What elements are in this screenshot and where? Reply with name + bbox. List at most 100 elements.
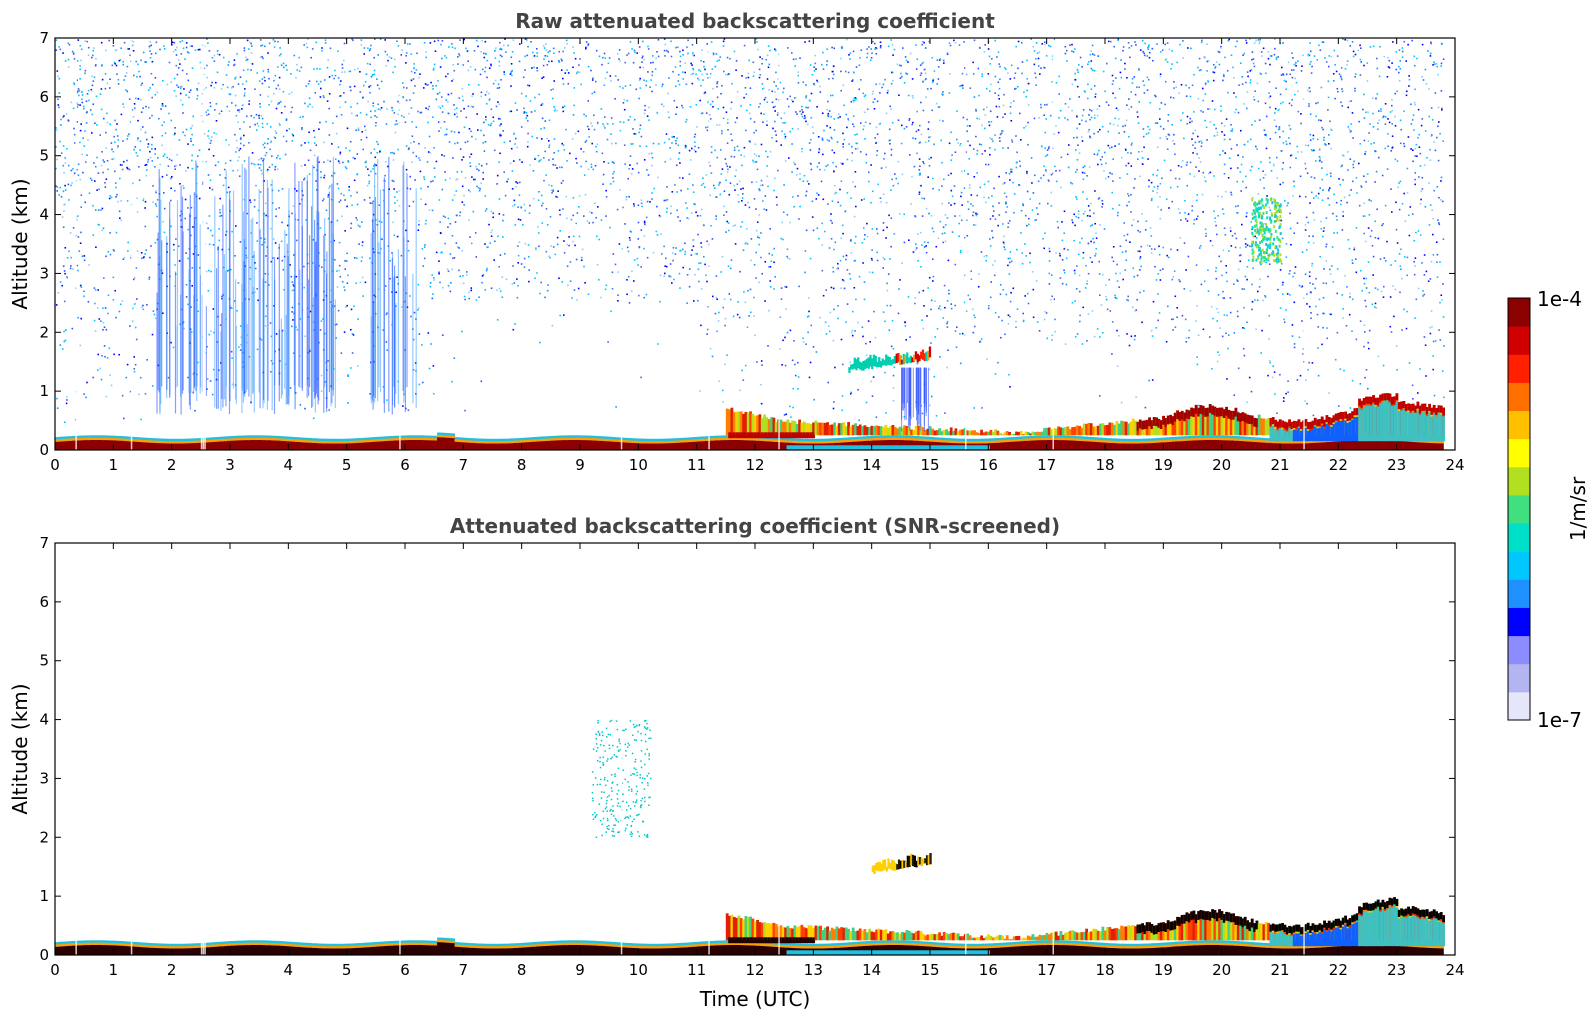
noise-pixel: [162, 105, 164, 107]
noise-pixel: [375, 122, 377, 124]
noise-pixel: [1101, 206, 1103, 208]
noise-pixel: [699, 390, 701, 392]
noise-pixel: [1365, 369, 1368, 371]
noise-pixel: [1186, 161, 1188, 164]
noise-pixel: [718, 59, 720, 61]
noise-pixel: [1019, 165, 1022, 167]
noise-pixel: [752, 75, 755, 77]
noise-pixel: [353, 85, 356, 88]
noise-pixel: [175, 164, 177, 167]
noise-pixel: [1129, 241, 1131, 243]
noise-pixel: [1021, 72, 1023, 75]
noise-pixel: [1038, 202, 1041, 205]
noise-pixel: [368, 257, 371, 260]
noise-pixel: [1185, 341, 1188, 343]
noise-pixel: [807, 106, 809, 109]
noise-pixel: [727, 118, 729, 121]
noise-pixel: [372, 74, 374, 76]
noise-pixel: [766, 156, 769, 158]
noise-pixel: [655, 84, 657, 86]
noise-pixel: [858, 64, 861, 67]
noise-pixel: [1330, 147, 1333, 150]
noise-pixel: [934, 300, 936, 302]
noise-pixel: [313, 166, 315, 169]
noise-pixel: [1338, 178, 1340, 180]
noise-pixel: [638, 294, 640, 297]
noise-pixel: [116, 73, 118, 75]
noise-pixel: [1228, 38, 1230, 41]
noise-pixel: [691, 64, 693, 66]
noise-pixel: [1058, 169, 1061, 172]
noise-pixel: [1181, 314, 1184, 317]
noise-pixel: [608, 57, 611, 59]
noise-pixel: [923, 246, 926, 248]
noise-pixel: [173, 249, 175, 251]
noise-pixel: [1003, 242, 1005, 245]
noise-pixel: [394, 210, 397, 212]
noise-pixel: [110, 384, 113, 387]
noise-pixel: [712, 52, 715, 54]
noise-pixel: [66, 257, 69, 259]
noise-pixel: [258, 117, 260, 119]
noise-pixel: [1000, 132, 1003, 135]
noise-pixel: [499, 124, 501, 127]
noise-pixel: [476, 168, 478, 170]
noise-pixel: [260, 237, 262, 239]
noise-pixel: [816, 79, 818, 82]
noise-pixel: [1013, 77, 1016, 79]
noise-pixel: [605, 196, 608, 198]
noise-pixel: [120, 47, 122, 49]
noise-pixel: [1441, 109, 1443, 111]
noise-pixel: [784, 122, 787, 124]
noise-pixel: [1199, 140, 1202, 142]
noise-pixel: [55, 127, 57, 129]
noise-pixel: [92, 80, 95, 82]
noise-pixel: [1363, 202, 1365, 205]
noise-pixel: [1147, 125, 1149, 128]
noise-pixel: [696, 126, 698, 128]
noise-pixel: [115, 64, 118, 67]
noise-pixel: [475, 299, 478, 301]
noise-pixel: [554, 164, 557, 166]
noise-pixel: [1162, 268, 1164, 270]
noise-pixel: [205, 270, 208, 273]
noise-pixel: [520, 263, 523, 265]
noise-pixel: [1414, 178, 1416, 181]
noise-pixel: [617, 271, 619, 273]
noise-pixel: [1417, 287, 1420, 290]
noise-pixel: [534, 277, 536, 280]
noise-pixel: [1025, 125, 1027, 128]
noise-pixel: [1282, 130, 1284, 133]
noise-pixel: [814, 62, 817, 65]
noise-pixel: [879, 92, 881, 94]
noise-pixel: [142, 199, 145, 202]
noise-pixel: [1388, 59, 1391, 62]
noise-pixel: [1077, 144, 1079, 146]
noise-pixel: [442, 286, 444, 289]
noise-pixel: [1423, 274, 1426, 276]
noise-pixel: [91, 56, 93, 59]
noise-pixel: [852, 123, 854, 125]
noise-pixel: [64, 203, 66, 206]
noise-pixel: [383, 100, 385, 103]
noise-pixel: [1279, 136, 1281, 138]
noise-pixel: [969, 298, 971, 301]
noise-pixel: [674, 184, 676, 186]
noise-pixel: [268, 77, 270, 80]
noise-pixel: [1285, 140, 1287, 143]
noise-pixel: [706, 240, 708, 243]
noise-pixel: [444, 171, 446, 173]
noise-pixel: [602, 56, 604, 59]
noise-pixel: [1269, 209, 1272, 212]
noise-pixel: [1207, 80, 1209, 82]
noise-pixel: [261, 243, 263, 246]
noise-pixel: [1310, 317, 1312, 319]
noise-pixel: [418, 76, 420, 79]
noise-pixel: [557, 190, 559, 192]
noise-pixel: [318, 128, 320, 130]
noise-pixel: [1312, 134, 1315, 137]
noise-pixel: [1285, 88, 1287, 90]
noise-pixel: [1085, 120, 1087, 123]
noise-pixel: [1007, 226, 1009, 228]
noise-pixel: [315, 180, 317, 182]
